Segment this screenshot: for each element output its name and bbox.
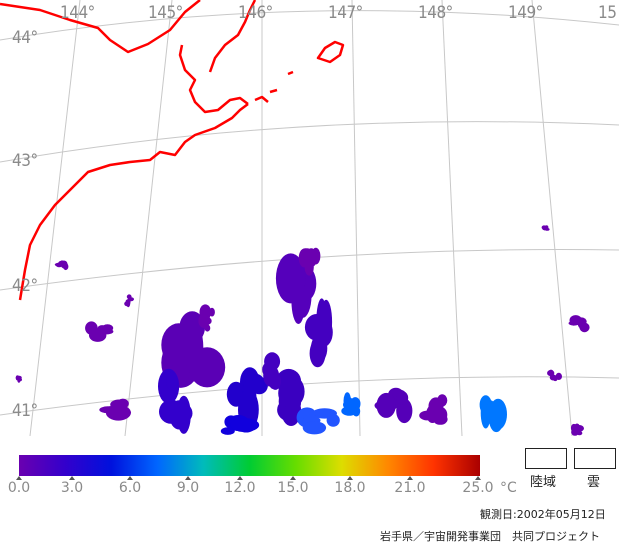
meridian-144 [29,0,81,436]
coastline-hokkaido-south [18,103,249,301]
latitude-label: 44° [12,28,38,48]
sst-patch [576,430,583,436]
scale-tick-label: 12.0 [224,480,256,496]
scale-tick-mark [347,476,353,480]
coastline-nemuro-peninsula [178,44,249,114]
scale-tick-mark [290,476,296,480]
latitude-label: 41° [12,401,38,421]
sst-patch [575,317,587,326]
longitude-label: 149° [508,3,543,23]
scale-tick-label: 9.0 [176,480,200,496]
sst-patch [396,391,409,405]
sst-patch [302,421,327,435]
sst-patch [275,253,306,304]
longitude-label: 148° [418,3,453,23]
sst-patch [433,406,448,423]
credit-text: 岩手県／宇宙開発事業団 共同プロジェクト [380,530,600,543]
sst-patch [85,321,98,335]
meridian-149 [531,0,573,436]
temperature-unit: °C [500,480,517,496]
scale-tick-label: 0.0 [7,480,31,496]
sst-patch [126,300,131,308]
sst-patch [59,260,65,267]
parallel-43 [0,121,619,163]
sst-patch [127,297,134,302]
sst-patch [169,402,193,424]
cloud-legend-label: 雲 [587,475,601,490]
sst-patch [278,379,302,408]
scale-tick-mark [475,476,481,480]
sst-patches [15,225,590,436]
sst-patch [183,321,204,373]
scale-tick-label: 18.0 [334,480,366,496]
sst-patch [545,225,549,230]
sst-patch [105,404,131,421]
longitude-label: 147° [328,3,363,23]
coastline-habomai [254,70,294,103]
coastline-shikotan [316,40,345,64]
coastline-hokkaido-east [0,0,201,54]
latitude-label: 43° [12,151,38,171]
sst-patch [343,400,354,410]
longitude-label: 15 [598,3,617,23]
sst-patch [488,405,504,433]
scale-tick-mark [237,476,243,480]
land-legend-label: 陸域 [530,475,557,490]
meridian-145 [124,0,173,436]
parallel-41 [0,376,619,416]
sst-patch [549,374,557,381]
observation-date: 観測日:2002年05月12日 [480,508,606,521]
color-scale-bar [19,455,480,476]
parallel-44 [0,10,619,41]
scale-tick-label: 21.0 [394,480,426,496]
longitude-label: 145° [148,3,183,23]
sst-patch [570,423,577,433]
longitude-label: 144° [60,3,95,23]
sst-patch [304,259,314,276]
scale-tick-mark [16,476,22,480]
sst-patch [326,413,340,427]
sst-patch [230,418,260,432]
meridian-148 [441,0,463,436]
scale-tick-mark [69,476,75,480]
sea-surface-temperature-map [0,0,619,436]
scale-tick-mark [127,476,133,480]
sst-patch [570,319,578,326]
scale-tick-label: 6.0 [118,480,142,496]
sst-patch [98,328,114,335]
longitude-label: 146° [238,3,273,23]
sst-patch [198,314,210,328]
sst-patch [310,334,328,363]
land-legend-swatch [525,448,567,469]
sst-patch [311,247,321,265]
scale-tick-label: 15.0 [277,480,309,496]
sst-patch [62,262,69,271]
sst-patch [419,410,437,421]
sst-patch [396,398,413,424]
sst-patch [17,377,21,383]
coastline [0,0,345,301]
sst-patch [301,248,313,260]
sst-patch [541,225,547,230]
scale-tick-label: 3.0 [60,480,84,496]
scale-tick-mark [407,476,413,480]
graticule [0,0,619,436]
scale-tick-mark [185,476,191,480]
temperature-color-scale [19,455,480,476]
cloud-legend-swatch [574,448,616,469]
latitude-label: 42° [12,276,38,296]
scale-tick-label: 25.0 [462,480,494,496]
sst-patch [555,372,562,380]
coastline-kunashiri [208,0,257,73]
sst-patch [263,365,280,387]
sst-patch [341,406,358,416]
sst-patch [166,372,178,391]
sst-patch [376,392,396,418]
meridian-147 [351,0,361,436]
sst-patch [209,307,215,317]
